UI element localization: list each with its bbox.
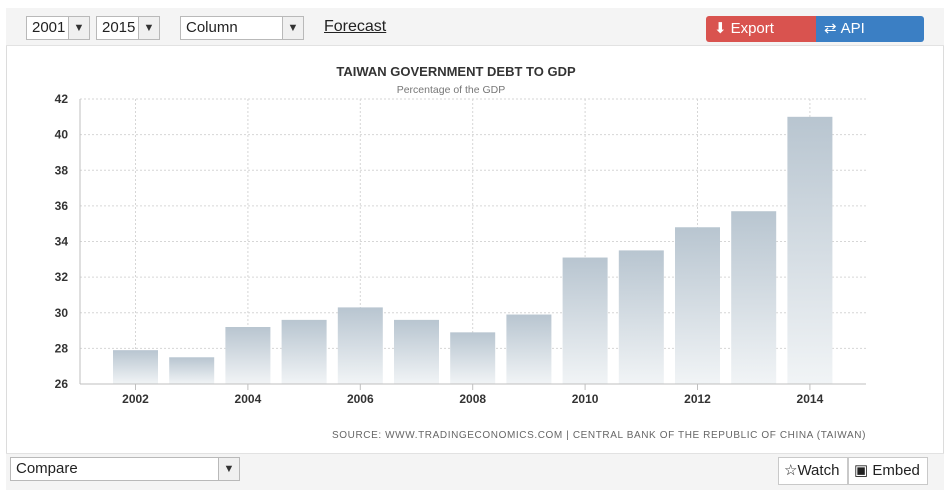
bar-2006 [338,307,383,384]
compare-select[interactable]: Compare ▼ [10,457,240,481]
watch-button[interactable]: ☆Watch [778,457,848,485]
y-tick-label: 28 [55,341,69,355]
y-tick-label: 26 [55,377,69,391]
embed-label: Embed [872,462,920,479]
y-tick-label: 34 [55,235,69,249]
x-tick-label: 2014 [797,392,824,406]
compare-value: Compare [16,460,78,477]
bar-2002 [113,350,158,384]
x-tick-label: 2010 [572,392,599,406]
x-tick-label: 2012 [684,392,711,406]
star-icon: ☆ [784,462,797,479]
x-tick-label: 2004 [235,392,262,406]
bar-2004 [225,327,270,384]
chart-source: SOURCE: WWW.TRADINGECONOMICS.COM | CENTR… [332,430,866,441]
bar-2008 [450,332,495,384]
x-tick-label: 2008 [459,392,486,406]
y-tick-label: 32 [55,270,69,284]
x-tick-label: 2006 [347,392,374,406]
image-icon: ▣ [854,462,868,479]
bar-2003 [169,357,214,384]
bar-2009 [506,315,551,384]
chart-title: TAIWAN GOVERNMENT DEBT TO GDP [336,64,576,79]
y-tick-label: 38 [55,163,69,177]
x-tick-label: 2002 [122,392,149,406]
watch-label: Watch [797,462,839,479]
chevron-down-icon: ▼ [218,458,239,480]
embed-button[interactable]: ▣ Embed [848,457,928,485]
y-tick-label: 36 [55,199,69,213]
y-tick-label: 30 [55,306,69,320]
bar-2012 [675,227,720,384]
bar-2007 [394,320,439,384]
chart-subtitle: Percentage of the GDP [397,84,506,96]
bar-2011 [619,250,664,384]
bar-2014 [787,117,832,384]
bar-2013 [731,211,776,384]
y-tick-label: 42 [55,92,69,106]
bar-2010 [563,258,608,384]
bar-2005 [282,320,327,384]
y-tick-label: 40 [55,128,69,142]
